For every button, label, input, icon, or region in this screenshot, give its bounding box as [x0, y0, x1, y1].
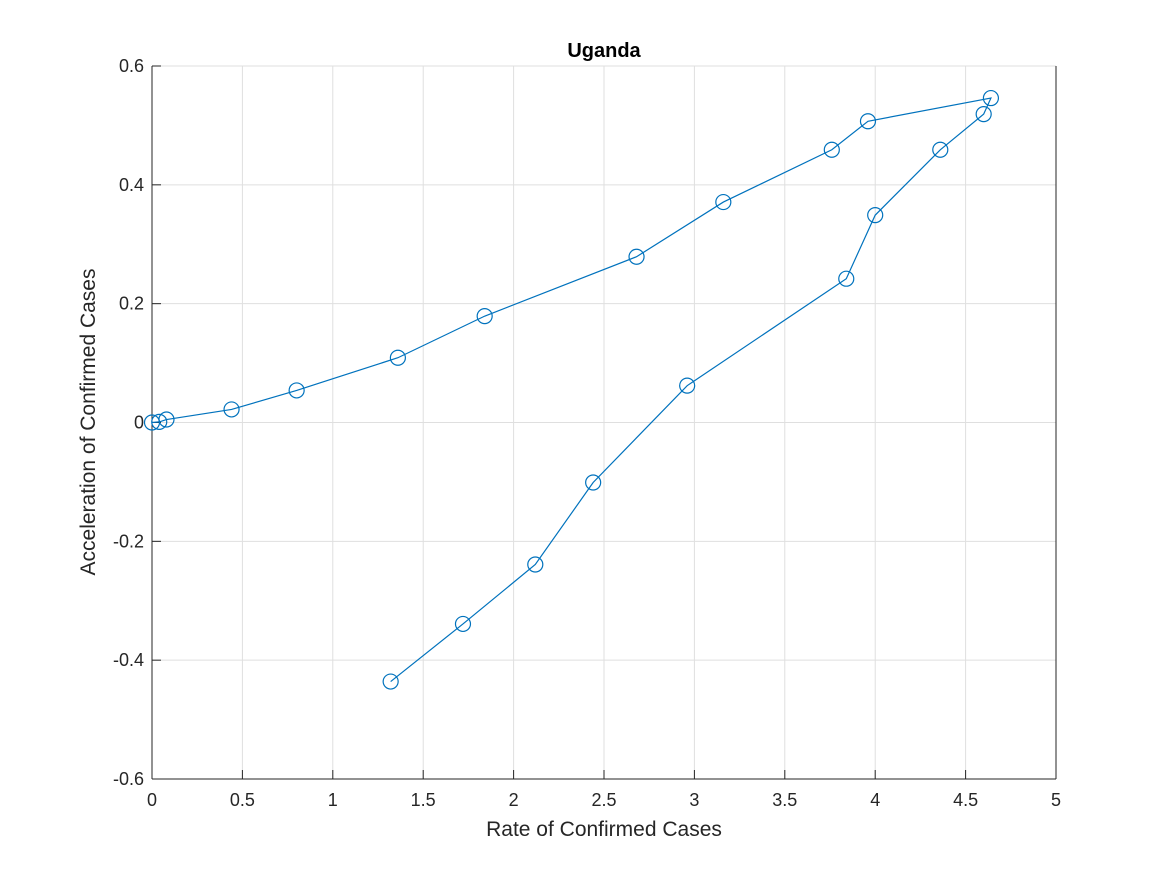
x-tick-label: 2 — [509, 790, 519, 810]
data-point-marker — [679, 377, 696, 394]
y-tick-label: -0.4 — [113, 650, 144, 670]
y-tick-label: 0.4 — [119, 175, 144, 195]
data-point-marker — [454, 615, 472, 633]
axes — [151, 65, 1057, 780]
x-tick-label: 2.5 — [591, 790, 616, 810]
x-tick-label: 0 — [147, 790, 157, 810]
x-tick-label: 1 — [328, 790, 338, 810]
data-point-marker — [975, 106, 992, 123]
chart-title: Uganda — [567, 40, 641, 62]
y-axis-label: Acceleration of Confirmed Cases — [77, 269, 100, 576]
x-tick-label: 1.5 — [411, 790, 436, 810]
x-tick-label: 5 — [1051, 790, 1061, 810]
y-tick-label: 0 — [134, 413, 144, 433]
data-point-marker — [527, 556, 544, 573]
data-point-marker — [223, 401, 240, 418]
x-tick-label: 4.5 — [953, 790, 978, 810]
data-point-marker — [288, 382, 305, 399]
x-tick-label: 0.5 — [230, 790, 255, 810]
x-tick-label: 3 — [689, 790, 699, 810]
x-tick-label: 4 — [870, 790, 880, 810]
y-tick-labels: -0.6 -0.4 -0.2 0 0.2 0.4 0.6 — [113, 56, 144, 789]
y-tick-label: -0.6 — [113, 769, 144, 789]
x-tick-label: 3.5 — [772, 790, 797, 810]
data-point-marker — [867, 207, 884, 224]
data-point-marker — [476, 308, 493, 325]
data-point-marker — [151, 413, 168, 431]
y-tick-label: 0.2 — [119, 294, 144, 314]
plot-area — [143, 65, 1057, 780]
x-axis-label: Rate of Confirmed Cases — [486, 818, 722, 841]
y-tick-label: 0.6 — [119, 56, 144, 76]
y-tick-label: -0.2 — [113, 531, 144, 551]
data-point-marker — [628, 248, 645, 265]
data-point-marker — [859, 113, 877, 130]
data-point-marker — [982, 89, 1000, 107]
x-tick-labels: 0 0.5 1 1.5 2 2.5 3 3.5 4 4.5 5 — [147, 790, 1061, 810]
series-line — [151, 97, 992, 683]
data-series — [143, 89, 1000, 690]
data-point-marker — [382, 673, 399, 690]
grid — [152, 66, 1056, 779]
data-point-marker — [932, 141, 949, 158]
data-point-marker — [158, 411, 175, 428]
data-point-marker — [823, 141, 840, 158]
data-point-marker — [838, 270, 855, 287]
data-point-marker — [715, 193, 732, 211]
data-point-marker — [585, 474, 602, 491]
data-point-marker — [389, 349, 406, 366]
